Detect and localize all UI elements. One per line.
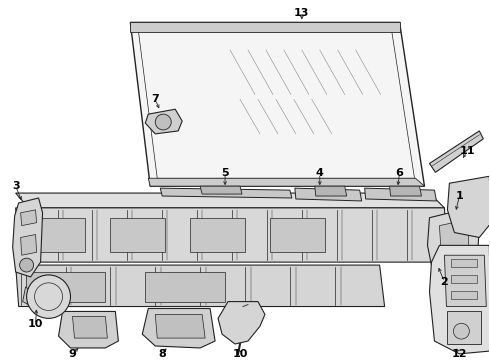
Polygon shape — [390, 186, 421, 196]
Circle shape — [453, 323, 469, 339]
Text: 8: 8 — [158, 349, 166, 359]
Polygon shape — [218, 302, 265, 344]
Circle shape — [26, 275, 71, 318]
Polygon shape — [295, 188, 362, 201]
Polygon shape — [200, 186, 242, 194]
Text: 7: 7 — [151, 94, 159, 104]
Polygon shape — [30, 218, 85, 252]
Polygon shape — [142, 309, 215, 348]
Polygon shape — [16, 265, 385, 306]
Polygon shape — [25, 272, 105, 302]
Polygon shape — [315, 186, 347, 196]
Polygon shape — [110, 218, 165, 252]
Polygon shape — [130, 22, 424, 186]
Text: 12: 12 — [452, 349, 467, 359]
Text: 11: 11 — [460, 146, 475, 156]
Circle shape — [20, 258, 34, 272]
Circle shape — [155, 114, 171, 130]
Polygon shape — [447, 311, 481, 344]
Text: 10: 10 — [28, 319, 43, 329]
Polygon shape — [440, 220, 469, 259]
Text: 6: 6 — [395, 168, 403, 178]
Polygon shape — [447, 176, 490, 238]
Polygon shape — [16, 193, 444, 208]
Polygon shape — [16, 208, 447, 262]
Text: 2: 2 — [441, 277, 448, 287]
Polygon shape — [13, 198, 43, 277]
Polygon shape — [155, 314, 205, 338]
Polygon shape — [73, 316, 107, 338]
Polygon shape — [451, 259, 477, 267]
Polygon shape — [148, 178, 424, 186]
Polygon shape — [21, 234, 37, 255]
Polygon shape — [145, 272, 225, 302]
Text: 4: 4 — [316, 168, 324, 178]
Text: 3: 3 — [12, 181, 20, 191]
Polygon shape — [270, 218, 325, 252]
Text: 9: 9 — [69, 349, 76, 359]
Polygon shape — [451, 275, 477, 283]
Polygon shape — [429, 246, 490, 354]
Text: 5: 5 — [221, 168, 229, 178]
Text: 1: 1 — [456, 191, 463, 201]
Polygon shape — [21, 210, 37, 226]
Polygon shape — [23, 287, 30, 305]
Polygon shape — [429, 131, 483, 172]
Polygon shape — [145, 109, 182, 134]
Polygon shape — [190, 218, 245, 252]
Polygon shape — [444, 255, 486, 306]
Text: 13: 13 — [294, 8, 310, 18]
Polygon shape — [451, 291, 477, 299]
Polygon shape — [58, 311, 119, 348]
Polygon shape — [365, 188, 437, 201]
Polygon shape — [130, 22, 399, 32]
Polygon shape — [427, 208, 479, 269]
Polygon shape — [160, 188, 292, 198]
Text: 10: 10 — [232, 349, 248, 359]
